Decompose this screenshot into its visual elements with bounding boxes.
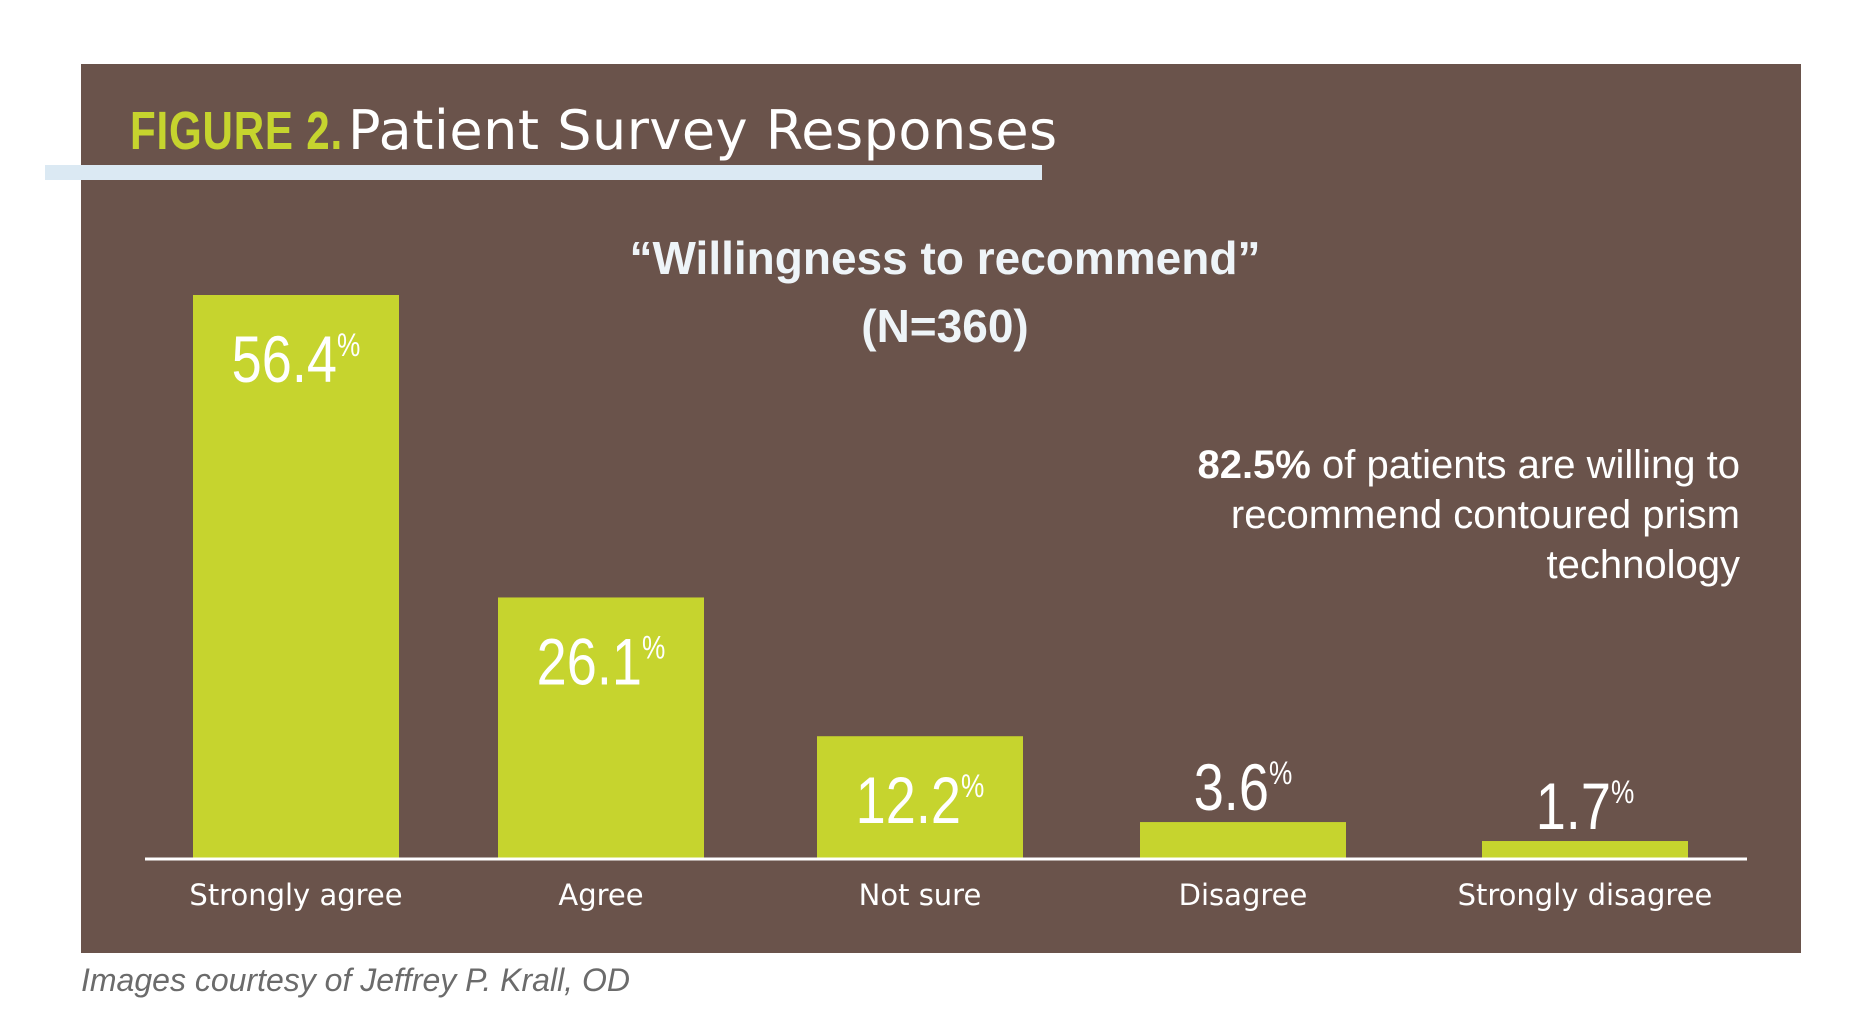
- title-underline: [45, 165, 1042, 180]
- value-unit: %: [337, 329, 360, 364]
- category-label: Disagree: [1179, 878, 1308, 912]
- chart-title: “Willingness to recommend”: [630, 232, 1261, 284]
- chart-subtitle: (N=360): [861, 300, 1028, 352]
- callout-text: 82.5% of patients are willing to recomme…: [1100, 440, 1740, 590]
- figure-name: Patient Survey Responses: [348, 99, 1058, 162]
- category-label: Not sure: [859, 878, 982, 912]
- value-number: 56.4: [232, 322, 337, 396]
- figure-label: FIGURE 2.: [130, 101, 343, 161]
- callout-highlight: 82.5%: [1197, 443, 1311, 487]
- value-label: 1.7%: [1536, 769, 1635, 843]
- value-number: 3.6: [1194, 750, 1269, 824]
- value-label: 56.4%: [232, 322, 361, 396]
- value-unit: %: [961, 770, 984, 805]
- figure-title: FIGURE 2.Patient Survey Responses: [130, 96, 1058, 166]
- bar-strongly-disagree: [1482, 841, 1688, 858]
- category-label: Agree: [558, 878, 643, 912]
- bar-strongly-agree: [193, 295, 399, 858]
- value-label: 3.6%: [1194, 750, 1293, 824]
- bar-not-sure: [817, 736, 1023, 858]
- value-number: 12.2: [856, 763, 961, 837]
- callout-body: of patients are willing to recommend con…: [1230, 443, 1740, 587]
- category-label: Strongly disagree: [1458, 878, 1713, 912]
- value-unit: %: [642, 631, 665, 666]
- value-label: 12.2%: [856, 763, 985, 837]
- value-number: 26.1: [537, 624, 642, 698]
- bar-agree: [498, 597, 704, 858]
- value-unit: %: [1611, 776, 1634, 811]
- image-credit: Images courtesy of Jeffrey P. Krall, OD: [81, 962, 630, 998]
- category-label: Strongly agree: [189, 878, 402, 912]
- value-unit: %: [1269, 757, 1292, 792]
- value-label: 26.1%: [537, 624, 666, 698]
- bar-disagree: [1140, 822, 1346, 858]
- value-number: 1.7: [1536, 769, 1611, 843]
